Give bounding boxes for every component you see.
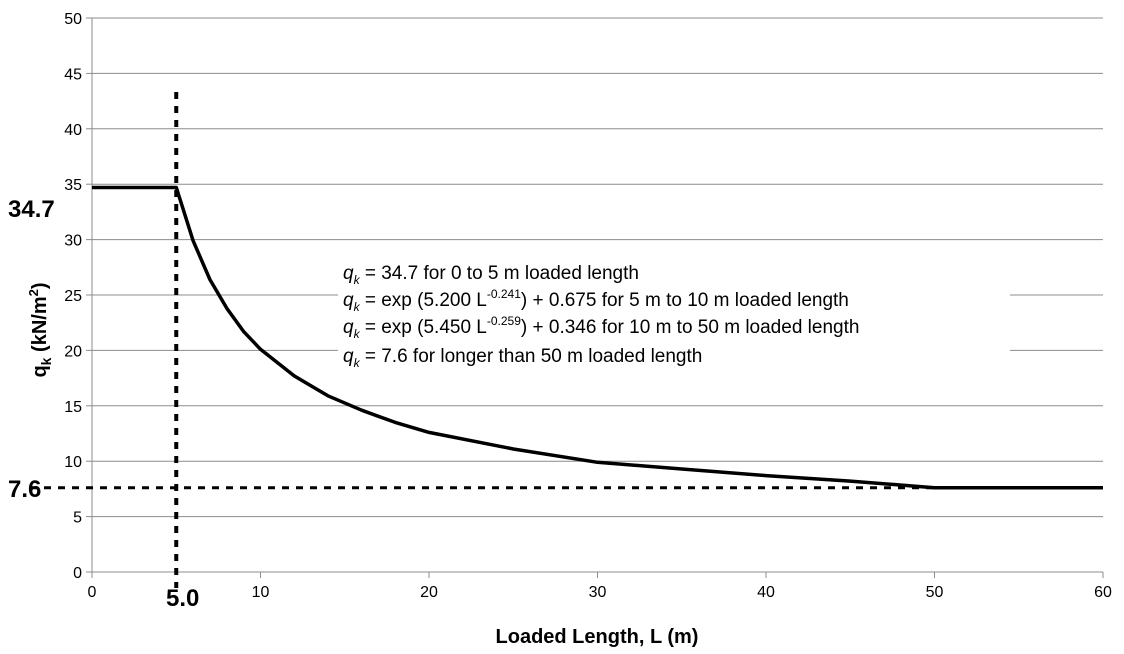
y-tick-label-1: 5	[73, 510, 82, 527]
y-tick-label-0: 0	[73, 565, 82, 582]
y-tick-label-7: 35	[64, 177, 82, 194]
eq3-sub: k	[354, 327, 361, 341]
y-axis-title: qk (kN/m2)	[26, 282, 54, 377]
x-tick-label-2: 20	[420, 584, 438, 601]
equation-line-1: qk = 34.7 for 0 to 5 m loaded length	[343, 263, 639, 287]
eq3-post: ) + 0.346 for 10 m to 50 m loaded length	[521, 317, 860, 338]
y-tick-label-3: 15	[64, 399, 82, 416]
y-tick-labels: 0 5 10 15 20 25 30 35 40 45 50	[64, 11, 92, 582]
y-tick-label-4: 20	[64, 343, 82, 360]
y-axis-title-main: q	[29, 365, 51, 377]
equation-background	[338, 258, 1010, 372]
eq2-pre: = exp (5.200 L	[360, 290, 487, 311]
eq3-pre: = exp (5.450 L	[360, 317, 487, 338]
y-axis-title-unit-close: )	[29, 282, 51, 289]
eq1-var: q	[343, 263, 354, 284]
eq1-text: = 34.7 for 0 to 5 m loaded length	[360, 263, 639, 284]
x-axis-title: Loaded Length, L (m)	[496, 626, 699, 648]
x-callout: 5.0	[166, 585, 199, 612]
reference-lines	[30, 92, 935, 588]
x-tick-labels: 0 10 20 30 40 50 60	[88, 572, 1112, 601]
eq4-sub: k	[354, 356, 361, 370]
y-callout-min: 7.6	[8, 476, 41, 503]
series-line-0	[92, 185, 1103, 490]
x-tick-label-0: 0	[88, 584, 97, 601]
series-group	[92, 185, 1103, 490]
y-axis-title-sub: k	[38, 357, 54, 365]
equations-annotation: qk = 34.7 for 0 to 5 m loaded length qk …	[343, 263, 859, 370]
x-tick-label-3: 30	[589, 584, 607, 601]
x-tick-label-6: 60	[1094, 584, 1112, 601]
eq2-sub: k	[354, 300, 361, 314]
eq2-post: ) + 0.675 for 5 m to 10 m loaded length	[521, 290, 849, 311]
x-tick-label-5: 50	[926, 584, 944, 601]
equation-line-3: qk = exp (5.450 L-0.259) + 0.346 for 10 …	[343, 314, 859, 341]
equation-line-4: qk = 7.6 for longer than 50 m loaded len…	[343, 346, 702, 370]
y-tick-label-6: 30	[64, 233, 82, 250]
y-tick-label-8: 40	[64, 122, 82, 139]
eq3-var: q	[343, 317, 354, 338]
y-tick-label-9: 45	[64, 66, 82, 83]
x-tick-label-4: 40	[757, 584, 775, 601]
eq3-sup: -0.259	[487, 314, 521, 328]
y-tick-label-2: 10	[64, 454, 82, 471]
y-tick-label-10: 50	[64, 11, 82, 28]
y-axis-title-unit-sup: 2	[26, 289, 41, 296]
eq4-var: q	[343, 346, 354, 367]
equation-line-2: qk = exp (5.200 L-0.241) + 0.675 for 5 m…	[343, 287, 849, 314]
y-callout-max: 34.7	[8, 196, 55, 223]
eq4-text: = 7.6 for longer than 50 m loaded length	[360, 346, 703, 367]
eq2-sup: -0.241	[487, 287, 521, 301]
y-axis-title-unit: (kN/m	[29, 296, 51, 352]
x-tick-label-1: 10	[252, 584, 270, 601]
eq1-sub: k	[354, 273, 361, 287]
eq2-var: q	[343, 290, 354, 311]
y-tick-label-5: 25	[64, 288, 82, 305]
